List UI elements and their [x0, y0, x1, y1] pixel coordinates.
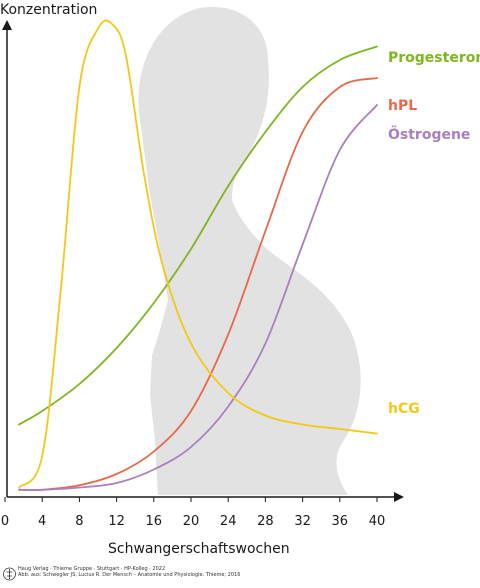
x-tick-label: 32: [294, 514, 311, 529]
credit-line-2: Abb. aus: Schwegler JS, Lucius R. Der Me…: [18, 572, 241, 578]
x-tick-label: 40: [369, 514, 386, 529]
x-tick-label: 16: [146, 514, 163, 529]
x-tick-label: 36: [332, 514, 349, 529]
series-line-hcg: [18, 19, 378, 489]
y-axis-title: Konzentration: [0, 2, 97, 18]
x-tick-label: 0: [1, 514, 9, 529]
series-label: Östrogene: [388, 125, 470, 143]
series-line-progesteron: [18, 45, 378, 426]
series-line--strogene: [18, 104, 378, 491]
x-tick-label: 28: [257, 514, 274, 529]
pregnant-woman-silhouette: [138, 7, 361, 496]
x-tick-label: 20: [183, 514, 200, 529]
publisher-logo: [3, 567, 16, 581]
series-labels: Progesteron hPL Östrogene hCG: [388, 50, 480, 417]
series-label: Progesteron: [388, 50, 480, 66]
x-tick-label: 24: [220, 514, 237, 529]
x-tick-label: 12: [108, 514, 125, 529]
x-tick-label: 8: [75, 514, 83, 529]
x-axis-arrow: [394, 492, 404, 502]
series-line-hpl: [18, 77, 378, 492]
image-credit: Haug Verlag · Thieme Gruppe · Stuttgart …: [18, 566, 478, 578]
credit-line-1: Haug Verlag · Thieme Gruppe · Stuttgart …: [18, 566, 166, 572]
y-axis-arrow: [2, 20, 12, 30]
x-ticks: 0 4 8 12 16 20 24 28 32 36 40: [1, 497, 385, 529]
series-label: hPL: [388, 98, 417, 114]
series-lines: [18, 19, 378, 492]
x-axis-title: Schwangerschaftswochen: [108, 541, 290, 557]
series-label: hCG: [388, 401, 420, 417]
x-tick-label: 4: [38, 514, 46, 529]
